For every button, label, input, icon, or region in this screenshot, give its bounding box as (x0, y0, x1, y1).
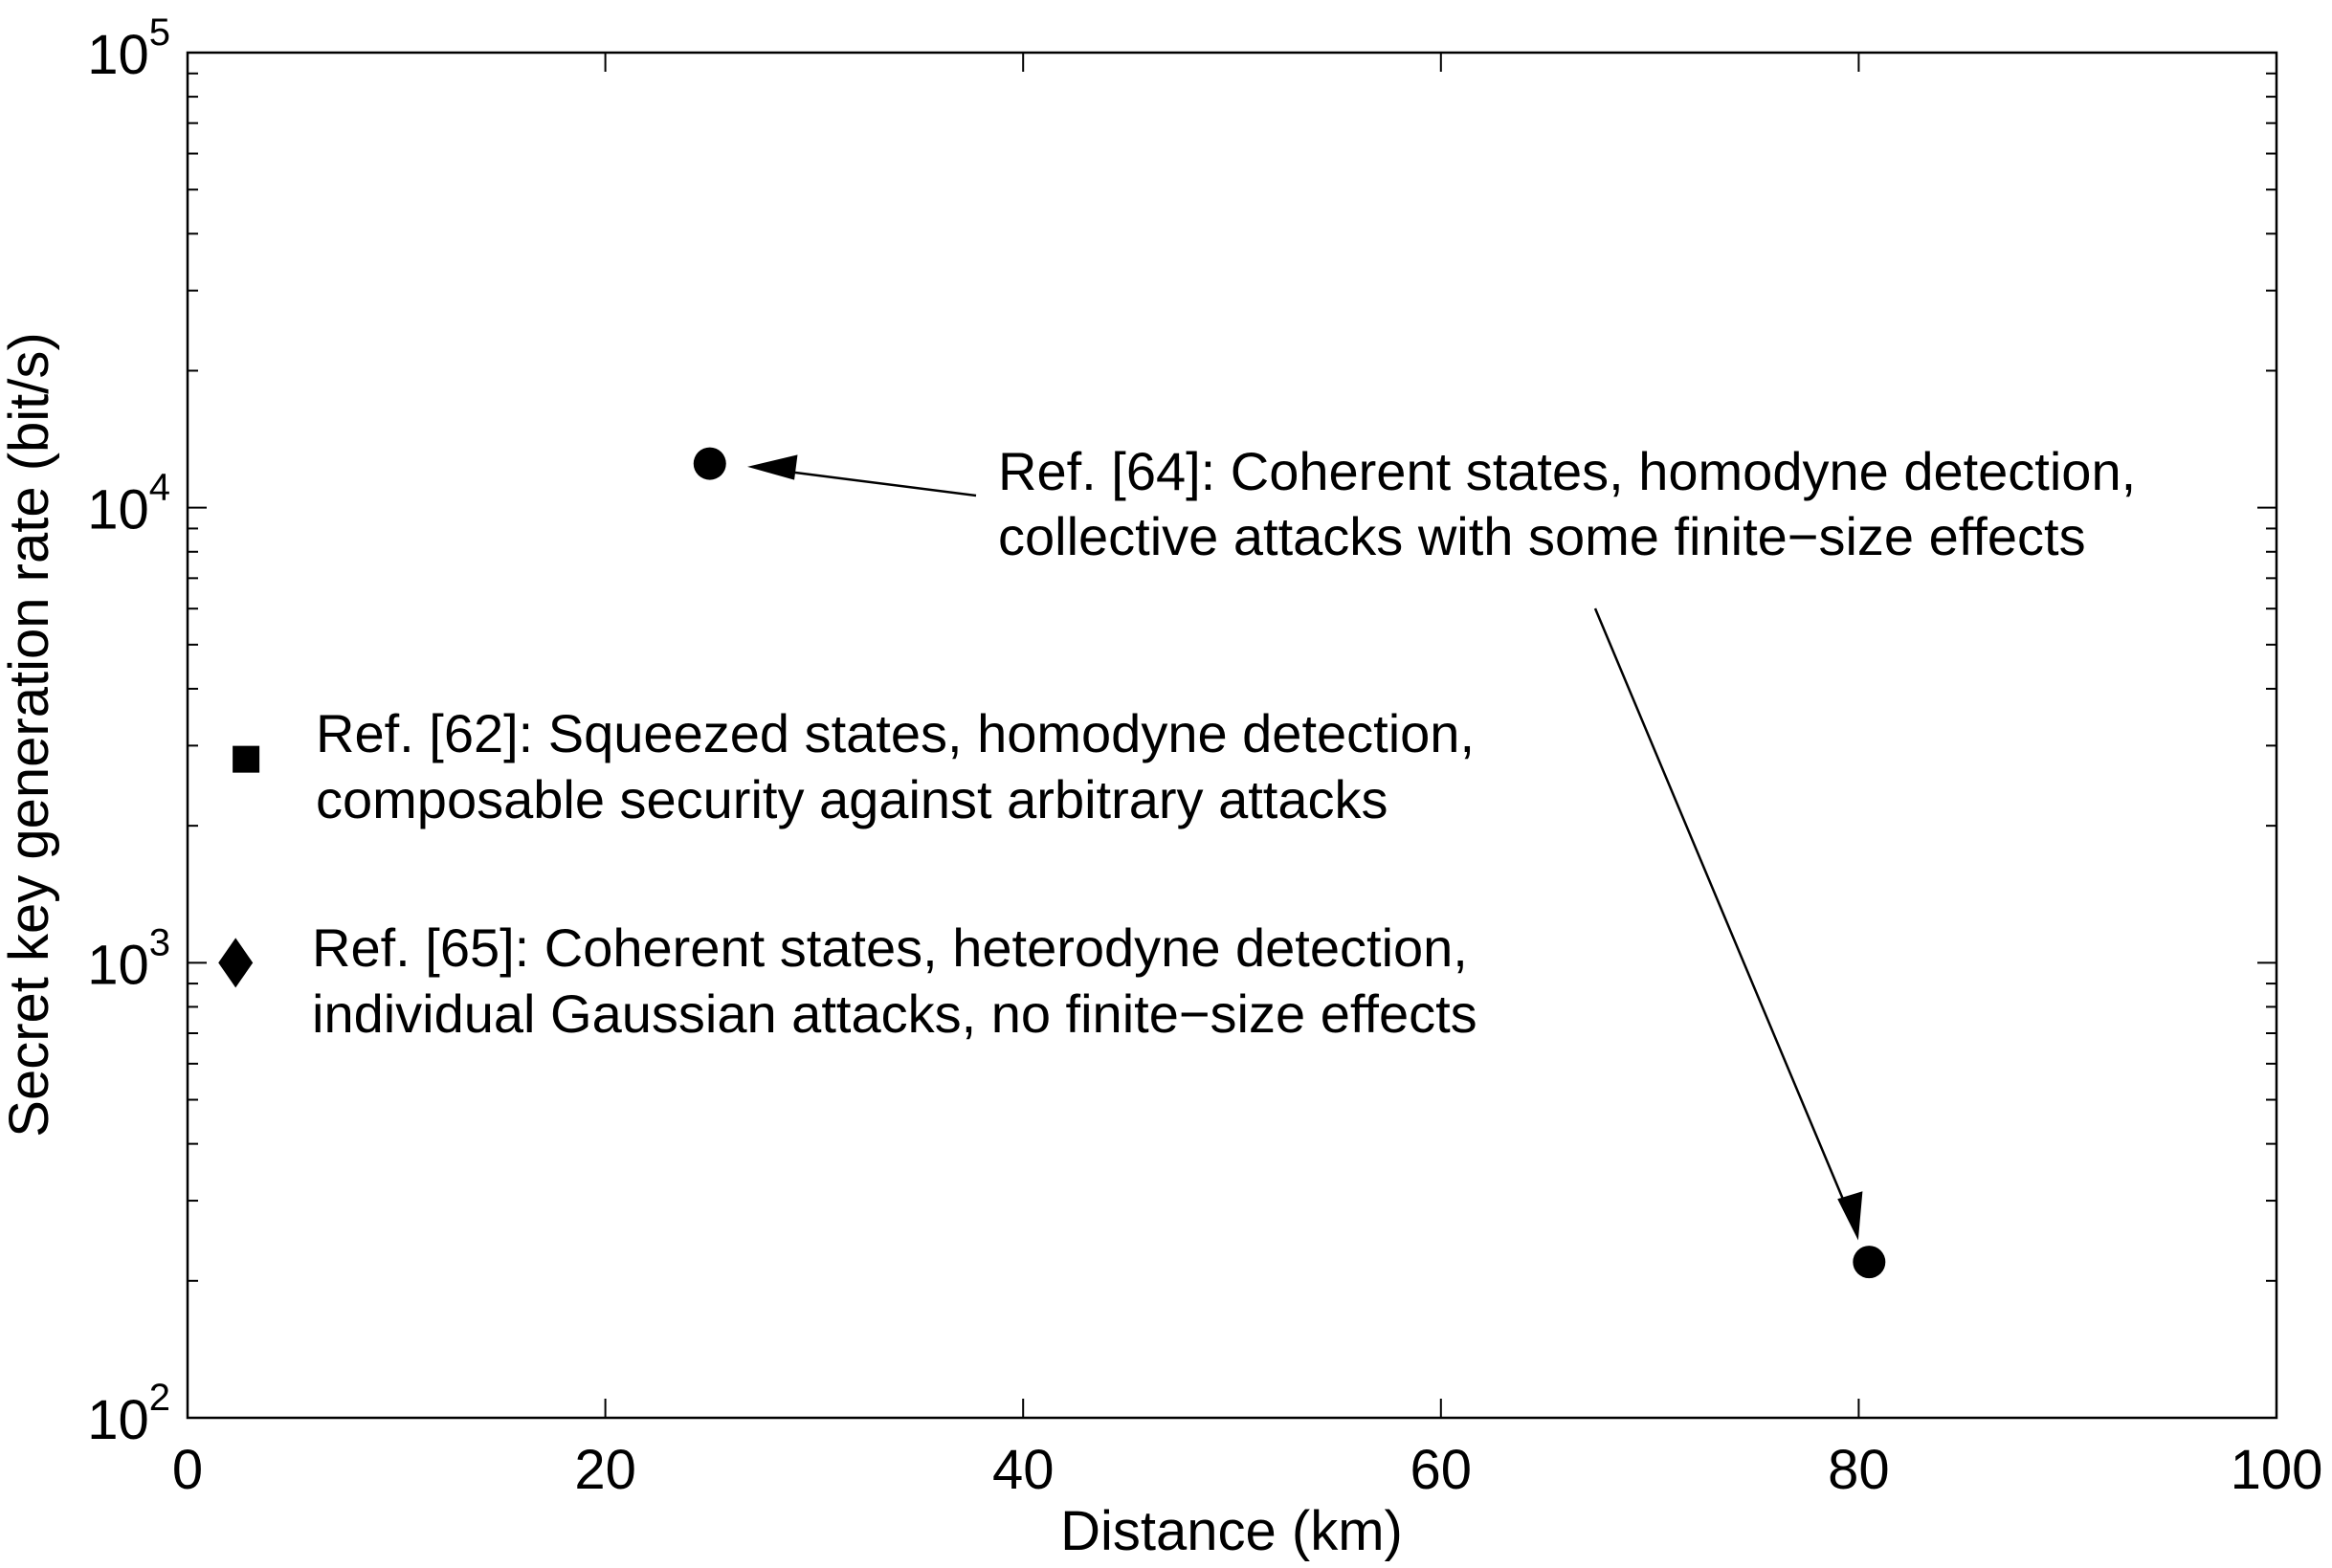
annotation-ref65-line2: individual Gaussian attacks, no finite−s… (312, 983, 1477, 1044)
y-tick-label-0: 102 (87, 1377, 170, 1451)
x-tick-label-0: 0 (172, 1439, 203, 1501)
annotation-ref64-line2: collective attacks with some finite−size… (998, 506, 2086, 566)
annotation-ref65-line1: Ref. [65]: Coherent states, heterodyne d… (312, 917, 1468, 978)
y-tick-label-1: 103 (87, 921, 170, 996)
arrow-to-ref64-point-25km (765, 467, 977, 497)
y-tick-label-3: 105 (87, 11, 170, 86)
data-point-ref64-0 (693, 447, 726, 480)
y-tick-label-2: 104 (87, 467, 170, 541)
x-tick-label-3: 60 (1410, 1439, 1473, 1501)
x-tick-label-1: 20 (574, 1439, 636, 1501)
x-tick-label-5: 100 (2231, 1439, 2323, 1501)
data-points (218, 447, 1886, 1279)
arrow-to-ref64-point-80km (1593, 607, 1854, 1221)
x-tick-label-2: 40 (992, 1439, 1055, 1501)
plot-area-frame (186, 51, 2278, 1420)
annotation-ref62-line1: Ref. [62]: Squeezed states, homodyne det… (316, 703, 1475, 763)
arrowhead-ref64-point-25km (747, 454, 798, 480)
x-axis-label: Distance (km) (1060, 1500, 1403, 1562)
annotation-arrows (747, 454, 1863, 1241)
x-tick-label-4: 80 (1828, 1439, 1890, 1501)
annotation-ref64-line1: Ref. [64]: Coherent states, homodyne det… (998, 441, 2136, 501)
data-point-ref62-2 (233, 745, 260, 773)
y-axis-label: Secret key generation rate (bit/s) (0, 332, 60, 1137)
data-point-ref65-3 (218, 938, 254, 988)
data-point-ref64-1 (1853, 1246, 1886, 1279)
tick-labels: 0 20 40 60 80 100 102 103 104 105 (87, 11, 2322, 1501)
arrowhead-ref64-point-80km (1837, 1191, 1863, 1241)
annotation-ref62-line2: composable security against arbitrary at… (316, 769, 1388, 829)
